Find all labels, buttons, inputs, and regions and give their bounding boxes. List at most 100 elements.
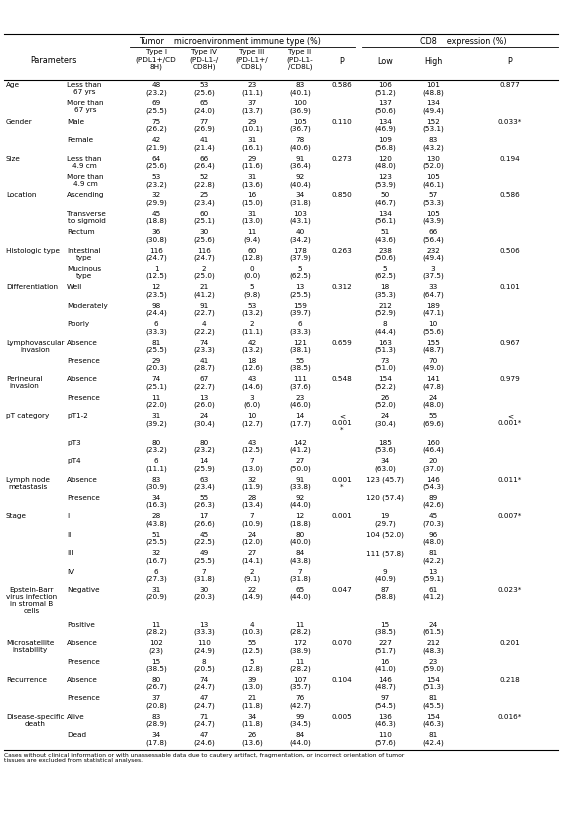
Text: 34
(31.8): 34 (31.8) [289, 193, 311, 206]
Text: 110
(24.9): 110 (24.9) [193, 641, 215, 654]
Text: 111 (57.8): 111 (57.8) [366, 550, 404, 557]
Text: 60
(12.8): 60 (12.8) [241, 248, 263, 261]
Text: Transverse
to sigmoid: Transverse to sigmoid [67, 211, 106, 224]
Text: Mucinous
type: Mucinous type [67, 266, 101, 279]
Text: III: III [67, 550, 73, 556]
Text: Recurrence: Recurrence [6, 677, 47, 683]
Text: 47
(24.6): 47 (24.6) [193, 732, 215, 746]
Text: 134
(49.4): 134 (49.4) [422, 100, 444, 114]
Text: 189
(47.1): 189 (47.1) [422, 303, 444, 316]
Text: 63
(23.4): 63 (23.4) [193, 476, 215, 490]
Text: 130
(52.0): 130 (52.0) [422, 156, 444, 169]
Text: 45
(70.3): 45 (70.3) [422, 514, 444, 527]
Text: 24
(30.4): 24 (30.4) [193, 413, 215, 427]
Text: 92
(40.4): 92 (40.4) [289, 174, 311, 188]
Text: 103
(43.1): 103 (43.1) [289, 211, 311, 224]
Text: 2
(11.1): 2 (11.1) [241, 321, 263, 334]
Text: 0.263: 0.263 [332, 248, 352, 254]
Text: 74
(25.1): 74 (25.1) [145, 376, 167, 390]
Text: 111
(37.6): 111 (37.6) [289, 376, 311, 390]
Text: 80
(40.0): 80 (40.0) [289, 532, 311, 545]
Text: 134
(56.1): 134 (56.1) [374, 211, 396, 224]
Text: 84
(44.0): 84 (44.0) [289, 732, 311, 746]
Text: 25
(23.4): 25 (23.4) [193, 193, 215, 206]
Text: Absence: Absence [67, 376, 98, 383]
Text: 65
(24.0): 65 (24.0) [193, 100, 215, 114]
Text: Age: Age [6, 82, 20, 88]
Text: 53
(13.2): 53 (13.2) [241, 303, 263, 316]
Text: 51
(25.5): 51 (25.5) [145, 532, 167, 545]
Text: 105
(46.1): 105 (46.1) [422, 174, 444, 188]
Text: 76
(42.7): 76 (42.7) [289, 696, 311, 709]
Text: 1
(12.5): 1 (12.5) [145, 266, 167, 279]
Text: Type IV
(PD-L1-/
CD8H): Type IV (PD-L1-/ CD8H) [189, 49, 219, 70]
Text: 7
(31.8): 7 (31.8) [289, 569, 311, 582]
Text: 11
(28.2): 11 (28.2) [145, 622, 167, 636]
Text: 11
(28.2): 11 (28.2) [289, 659, 311, 672]
Text: 12
(23.5): 12 (23.5) [145, 284, 167, 298]
Text: 87
(58.8): 87 (58.8) [374, 587, 396, 600]
Text: 16
(15.0): 16 (15.0) [241, 193, 263, 206]
Text: 105
(43.9): 105 (43.9) [422, 211, 444, 224]
Text: 45
(18.8): 45 (18.8) [145, 211, 167, 224]
Text: 31
(39.2): 31 (39.2) [145, 413, 167, 427]
Text: 22
(14.9): 22 (14.9) [241, 587, 263, 600]
Text: 40
(34.2): 40 (34.2) [289, 229, 311, 243]
Text: 43
(12.5): 43 (12.5) [241, 440, 263, 454]
Text: 28
(13.4): 28 (13.4) [241, 495, 263, 509]
Text: 81
(42.4): 81 (42.4) [422, 732, 444, 746]
Text: 3
(6.0): 3 (6.0) [243, 394, 261, 409]
Text: pT4: pT4 [67, 458, 81, 465]
Text: 0.023*: 0.023* [498, 587, 522, 593]
Text: Epstein-Barr
virus infection
in stromal B
cells: Epstein-Barr virus infection in stromal … [6, 587, 57, 614]
Text: 66
(26.4): 66 (26.4) [193, 156, 215, 169]
Text: 0.101: 0.101 [500, 284, 521, 290]
Text: 0.104: 0.104 [332, 677, 352, 683]
Text: 0.001
*: 0.001 * [332, 476, 352, 490]
Text: 27
(50.0): 27 (50.0) [289, 458, 311, 472]
Text: I: I [67, 514, 69, 520]
Text: 11
(9.4): 11 (9.4) [243, 229, 261, 243]
Text: 142
(41.2): 142 (41.2) [289, 440, 311, 454]
Text: Dead: Dead [67, 732, 86, 738]
Text: 8
(44.4): 8 (44.4) [374, 321, 396, 334]
Text: 74
(24.7): 74 (24.7) [193, 677, 215, 691]
Text: 55
(26.3): 55 (26.3) [193, 495, 215, 509]
Text: More than
4.9 cm: More than 4.9 cm [67, 174, 104, 187]
Text: 116
(24.7): 116 (24.7) [145, 248, 167, 261]
Text: 81
(42.2): 81 (42.2) [422, 550, 444, 564]
Text: 7
(13.0): 7 (13.0) [241, 458, 263, 472]
Text: 80
(23.2): 80 (23.2) [145, 440, 167, 454]
Text: 178
(37.9): 178 (37.9) [289, 248, 311, 261]
Text: 83
(40.1): 83 (40.1) [289, 82, 311, 96]
Text: 0.586: 0.586 [332, 82, 352, 88]
Text: 152
(53.1): 152 (53.1) [422, 118, 444, 133]
Text: pT category: pT category [6, 413, 49, 420]
Text: Less than
67 yrs: Less than 67 yrs [67, 82, 101, 95]
Text: 101
(48.8): 101 (48.8) [422, 82, 444, 96]
Text: 66
(56.4): 66 (56.4) [422, 229, 444, 243]
Text: 0.005: 0.005 [332, 714, 352, 720]
Text: Absence: Absence [67, 641, 98, 646]
Text: 91
(22.7): 91 (22.7) [193, 303, 215, 316]
Text: 0.007*: 0.007* [498, 514, 522, 520]
Text: 109
(56.8): 109 (56.8) [374, 138, 396, 151]
Text: 9
(40.9): 9 (40.9) [374, 569, 396, 582]
Text: 146
(54.3): 146 (54.3) [422, 476, 444, 490]
Text: 27
(14.1): 27 (14.1) [241, 550, 263, 564]
Text: 57
(53.3): 57 (53.3) [422, 193, 444, 206]
Text: Location: Location [6, 193, 36, 198]
Text: 24
(30.4): 24 (30.4) [374, 413, 396, 427]
Text: 29
(10.1): 29 (10.1) [241, 118, 263, 133]
Text: 0.201: 0.201 [500, 641, 521, 646]
Text: 154
(51.3): 154 (51.3) [422, 677, 444, 691]
Text: 172
(38.9): 172 (38.9) [289, 641, 311, 654]
Text: 0.979: 0.979 [500, 376, 521, 383]
Text: Microsatellite
instability: Microsatellite instability [6, 641, 54, 653]
Text: 99
(34.5): 99 (34.5) [289, 714, 311, 727]
Text: Male: Male [67, 118, 84, 125]
Text: 70
(49.0): 70 (49.0) [422, 358, 444, 371]
Text: 0.110: 0.110 [332, 118, 352, 125]
Text: 31
(20.9): 31 (20.9) [145, 587, 167, 600]
Text: Stage: Stage [6, 514, 27, 520]
